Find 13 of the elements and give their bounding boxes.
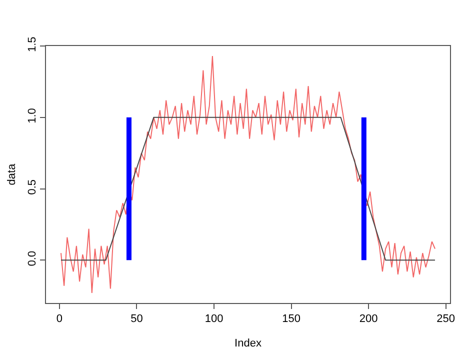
x-tick-label: 0: [56, 313, 63, 326]
x-tick-label: 200: [359, 313, 378, 326]
x-tick-label: 150: [282, 313, 300, 326]
y-tick-label: 1.0: [26, 108, 39, 124]
x-tick-label: 100: [204, 313, 224, 326]
y-tick-label: 0.0: [26, 250, 39, 266]
x-tick-label: 250: [436, 313, 456, 326]
line-series: [60, 55, 436, 294]
y-tick-label: 1.5: [26, 36, 39, 52]
y-tick-label: 0.5: [26, 179, 39, 195]
x-axis-title: Index: [234, 337, 262, 350]
x-tick-label: 50: [130, 313, 143, 326]
y-axis-title: data: [6, 162, 18, 186]
